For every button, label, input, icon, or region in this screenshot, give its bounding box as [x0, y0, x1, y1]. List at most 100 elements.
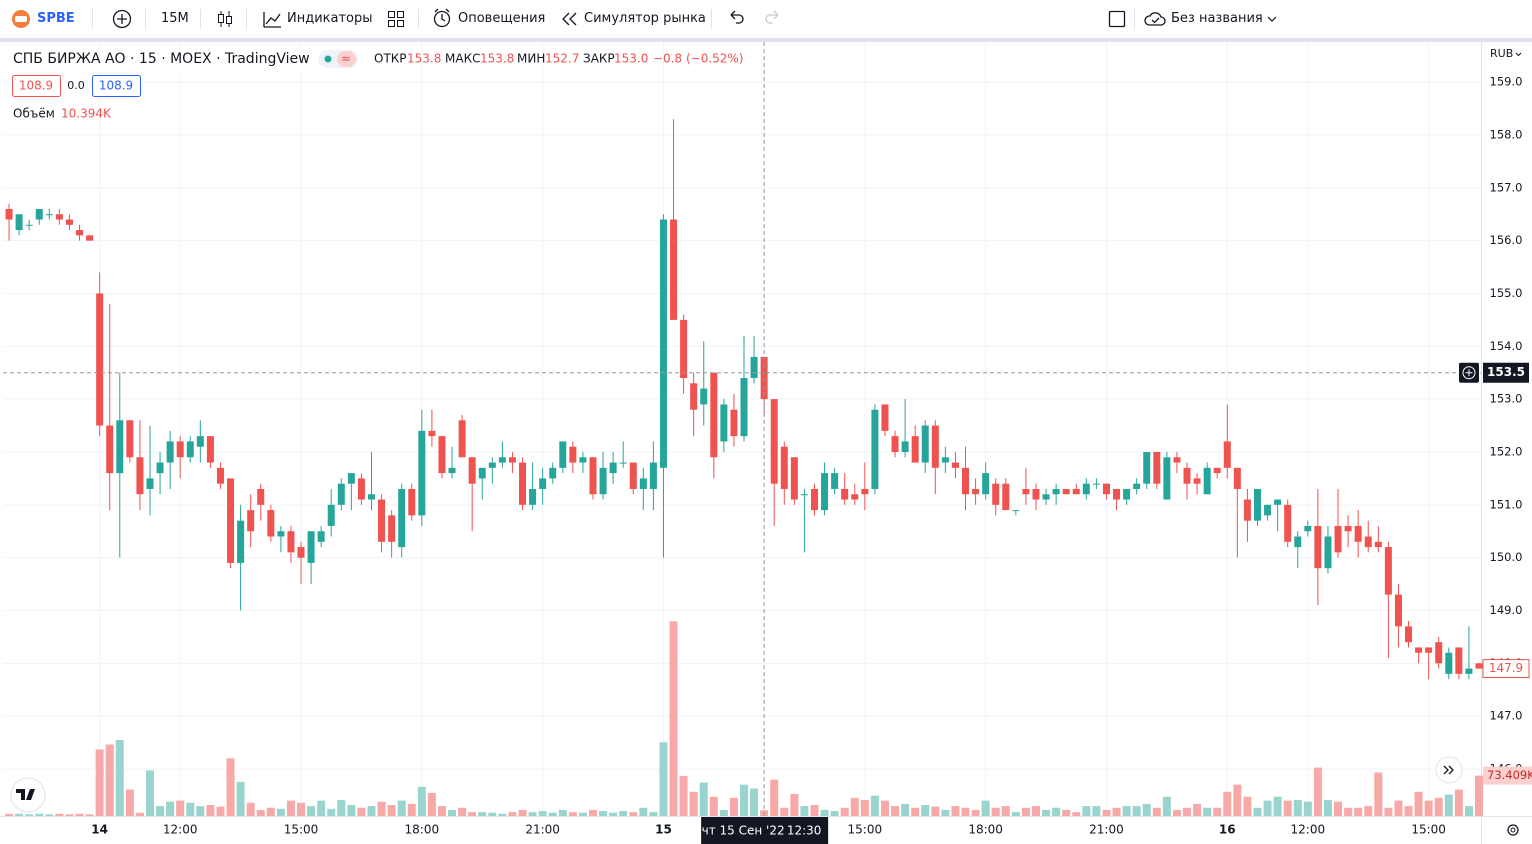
candle-body: [96, 293, 104, 426]
candle-body: [972, 488, 980, 495]
volume-bar: [568, 812, 577, 816]
price-button-label: 0.0: [67, 79, 85, 92]
fullscreen[interactable]: [1106, 0, 1128, 38]
chart-style[interactable]: [214, 0, 236, 38]
volume-bar: [840, 807, 849, 816]
volume-bar: [115, 740, 124, 816]
volume-bar: [1364, 806, 1373, 816]
layout-name[interactable]: Без названия: [1171, 11, 1263, 26]
volume-bar: [347, 805, 356, 816]
crosshair-time: 12:30: [787, 824, 822, 838]
candle-body: [478, 467, 486, 479]
legend-high: 153.8: [480, 52, 514, 66]
candle-body: [1223, 441, 1231, 468]
volume-bar: [236, 781, 245, 816]
price-button[interactable]: [92, 75, 141, 97]
volume-bar: [1152, 807, 1161, 816]
volume-bar: [911, 807, 920, 816]
candle-body: [810, 488, 818, 511]
candle-body: [388, 515, 396, 542]
candle-body: [1052, 488, 1060, 495]
candle-body: [891, 436, 899, 452]
candle-body: [780, 446, 788, 489]
volume-bar: [1001, 806, 1010, 816]
y-tick-label: 158.0: [1490, 127, 1523, 141]
candle-body: [146, 478, 154, 489]
candle-body: [1193, 478, 1201, 484]
candle-body: [156, 462, 164, 474]
alerts[interactable]: Оповещения: [458, 11, 546, 26]
candle-body: [116, 420, 124, 474]
legend-change: −0.8 (−0.52%): [653, 52, 744, 66]
last-price-label: 147.9: [1489, 661, 1523, 675]
volume-bar: [1273, 796, 1282, 816]
volume-bar: [1021, 807, 1030, 816]
templates[interactable]: [385, 0, 407, 38]
scroll-to-end[interactable]: [1435, 756, 1463, 784]
candle-body: [428, 430, 436, 437]
candle-body: [1274, 499, 1282, 505]
volume-bar: [1313, 767, 1322, 816]
volume-bar: [417, 786, 426, 816]
volume-bar: [508, 812, 517, 816]
volume-bar: [1444, 794, 1453, 816]
redo[interactable]: [762, 0, 784, 38]
replay[interactable]: Симулятор рынка: [584, 11, 706, 26]
volume-last-box: [1483, 766, 1532, 785]
add-symbol[interactable]: [111, 0, 133, 38]
separator: [1134, 9, 1135, 29]
candle-body: [1384, 547, 1392, 595]
crosshair-price-box: [1483, 362, 1529, 383]
volume-bar: [1414, 791, 1423, 816]
volume-bar: [790, 794, 799, 816]
candle-body: [86, 235, 94, 241]
candle-body: [1123, 488, 1131, 500]
y-tick-label: 153.0: [1490, 392, 1523, 406]
candle-body: [730, 409, 738, 437]
layout-menu[interactable]: [1266, 0, 1278, 38]
candle-body: [1173, 457, 1181, 463]
candle-body: [599, 467, 607, 495]
interval[interactable]: 15М: [161, 11, 189, 26]
candle-body: [720, 404, 728, 442]
replay-icon: [562, 12, 577, 26]
indicators[interactable]: Индикаторы: [287, 11, 373, 26]
candle-body: [690, 383, 698, 410]
volume-bar: [437, 806, 446, 816]
volume-bar: [1142, 803, 1151, 816]
price-button[interactable]: [12, 75, 61, 97]
candle-body: [227, 478, 235, 563]
candle-body: [1102, 483, 1110, 495]
candle-body: [1264, 504, 1272, 516]
volume-bar: [931, 806, 940, 816]
candle-body: [559, 441, 567, 468]
candle-body: [841, 488, 849, 500]
volume-bar: [387, 805, 396, 816]
volume-bar: [286, 800, 295, 816]
cloud-icon: [1144, 12, 1166, 26]
volume-bar: [609, 812, 618, 816]
volume-bar: [1082, 806, 1091, 816]
volume-bar: [578, 812, 587, 816]
volume-bar: [166, 801, 175, 816]
undo[interactable]: [725, 0, 747, 38]
volume-bar: [397, 800, 406, 816]
candle-body: [307, 531, 315, 563]
candle-body: [821, 473, 829, 511]
volume-bar: [1374, 772, 1383, 816]
last-price-box: [1482, 659, 1530, 679]
settings[interactable]: [1507, 824, 1519, 836]
volume-bar: [770, 779, 779, 816]
indicators-icon: [263, 12, 281, 28]
currency[interactable]: RUB: [1490, 47, 1513, 60]
volume-bar: [246, 802, 255, 816]
candle-body: [1465, 668, 1473, 674]
symbol[interactable]: SPBE: [37, 11, 75, 26]
candle-body: [700, 388, 708, 405]
candle-body: [297, 547, 305, 558]
candle-body: [418, 430, 426, 516]
candle-body: [216, 467, 224, 484]
candle-body: [881, 404, 889, 431]
candle-body: [1304, 525, 1312, 532]
volume-bar: [1334, 801, 1343, 816]
